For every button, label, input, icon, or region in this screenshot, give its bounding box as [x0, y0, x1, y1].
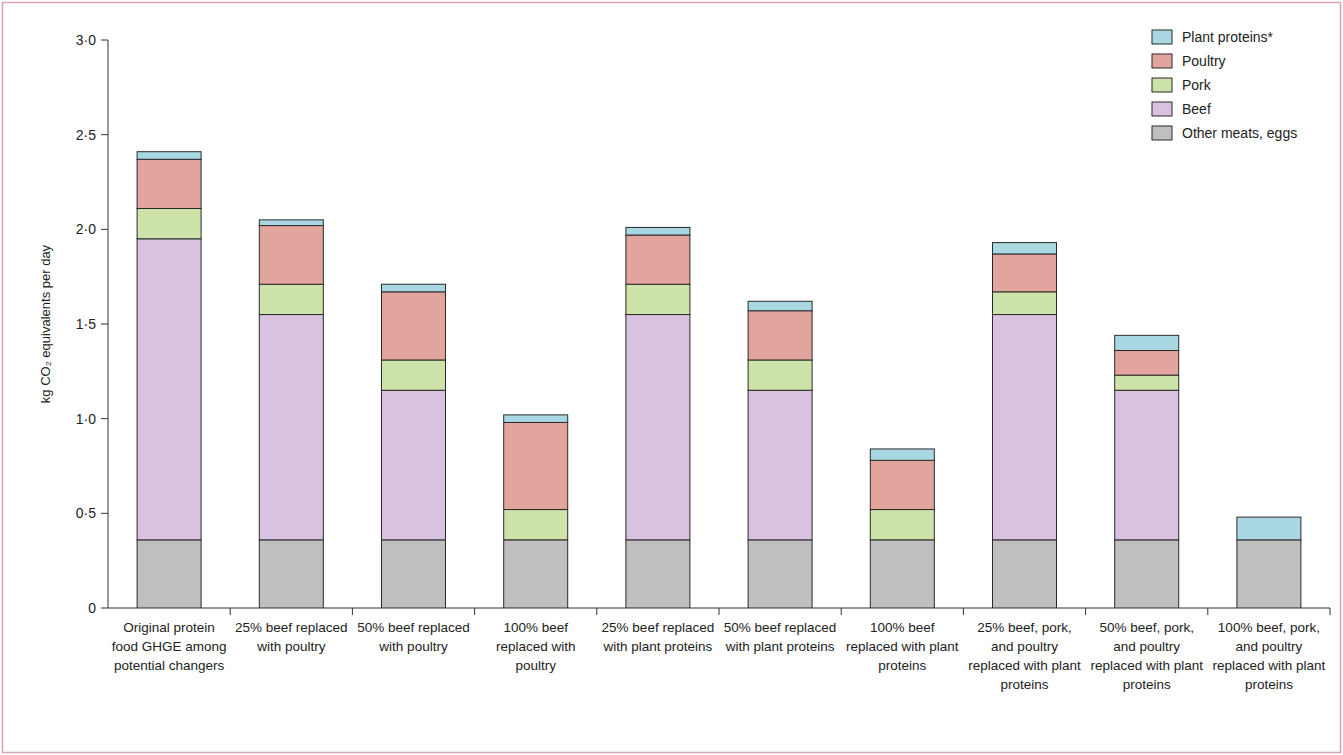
bar-segment [137, 540, 201, 608]
legend-label: Plant proteins* [1182, 29, 1274, 45]
x-separator [230, 608, 231, 615]
y-tick-label: 0·5 [76, 505, 96, 521]
y-tick-label: 1·5 [76, 316, 96, 332]
y-tick [101, 134, 108, 135]
legend-swatch [1152, 126, 1172, 140]
bar-segment [382, 390, 446, 540]
y-tick-label: 2·0 [76, 221, 96, 237]
bar-segment [748, 311, 812, 360]
bar-segment [870, 460, 934, 509]
bar-segment [626, 540, 690, 608]
x-tick-label: 25% beef replacedwith poultry [235, 620, 348, 654]
bar-segment [382, 284, 446, 292]
x-separator [841, 608, 842, 615]
bar-segment [504, 510, 568, 540]
y-tick [101, 513, 108, 514]
y-tick [101, 40, 108, 41]
y-tick [101, 324, 108, 325]
bar-segment [748, 540, 812, 608]
legend: Plant proteins* Poultry Pork Beef Other meat… [1152, 29, 1297, 141]
bar-segment [259, 220, 323, 226]
x-tick-label: 50% beef replacedwith poultry [357, 620, 470, 654]
bar-segment [626, 227, 690, 235]
bars [137, 152, 1301, 608]
legend-label: Other meats, eggs [1182, 125, 1297, 141]
x-separator [474, 608, 475, 615]
bar-segment [626, 235, 690, 284]
bar-segment [1115, 335, 1179, 350]
legend-label: Pork [1182, 77, 1212, 93]
x-separator [1207, 608, 1208, 615]
bar-segment [993, 540, 1057, 608]
bar-segment [1237, 517, 1301, 540]
bar-segment [259, 226, 323, 285]
bar-segment [748, 390, 812, 540]
x-separator [719, 608, 720, 615]
legend-swatch [1152, 30, 1172, 44]
bar-segment [137, 239, 201, 540]
bar-segment [993, 315, 1057, 540]
bar-segment [870, 510, 934, 540]
bar-segment [259, 315, 323, 540]
bar-segment [993, 254, 1057, 292]
chart: 0 0·5 1·0 1·5 2·0 2·5 3·0 kg CO₂ equivalents pe… [0, 0, 1343, 755]
x-separator [1085, 608, 1086, 615]
bar-segment [626, 284, 690, 314]
x-tick-label: 50% beef replacedwith plant proteins [724, 620, 837, 654]
bar-segment [748, 360, 812, 390]
legend-swatch [1152, 54, 1172, 68]
x-tick-label: 100% beefreplaced with plantproteins [846, 620, 959, 673]
bar-segment [993, 243, 1057, 254]
bar-segment [504, 540, 568, 608]
x-separator [1330, 608, 1331, 615]
x-tick-label: 50% beef, pork,and poultryreplaced with … [1090, 620, 1203, 692]
x-tick-label: Original proteinfood GHGE amongpotential… [112, 620, 227, 673]
y-tick-label: 3·0 [76, 32, 96, 48]
x-separator [963, 608, 964, 615]
bar-segment [1115, 375, 1179, 390]
y-tick-label: 1·0 [76, 411, 96, 427]
bar-segment [870, 540, 934, 608]
y-tick-label: 0 [88, 600, 96, 616]
bar-segment [137, 209, 201, 239]
y-tick [101, 418, 108, 419]
bar-segment [1237, 540, 1301, 608]
bar-segment [382, 360, 446, 390]
y-tick [101, 229, 108, 230]
bar-segment [870, 449, 934, 460]
x-tick-label: 25% beef, pork,and poultryreplaced with … [968, 620, 1081, 692]
bar-segment [504, 422, 568, 509]
figure-frame [3, 3, 1341, 753]
y-tick-label: 2·5 [76, 127, 96, 143]
x-tick-label: 100% beef, pork,and poultryreplaced with… [1213, 620, 1326, 692]
legend-label: Poultry [1182, 53, 1226, 69]
bar-segment [504, 415, 568, 423]
bar-segment [259, 284, 323, 314]
bar-segment [382, 540, 446, 608]
bar-segment [382, 292, 446, 360]
y-axis-label: kg CO₂ equivalents per day [38, 244, 53, 403]
x-separator [596, 608, 597, 615]
bar-segment [993, 292, 1057, 315]
x-separator [352, 608, 353, 615]
bar-segment [259, 540, 323, 608]
bar-segment [1115, 390, 1179, 540]
bar-segment [137, 152, 201, 160]
bar-segment [748, 301, 812, 310]
bar-segment [626, 315, 690, 540]
y-tick [101, 608, 108, 609]
bar-segment [1115, 540, 1179, 608]
x-tick-label: 25% beef replacedwith plant proteins [602, 620, 715, 654]
x-tick-label: 100% beefreplaced withpoultry [496, 620, 576, 673]
legend-label: Beef [1182, 101, 1211, 117]
legend-swatch [1152, 78, 1172, 92]
bar-segment [137, 159, 201, 208]
bar-segment [1115, 351, 1179, 376]
legend-swatch [1152, 102, 1172, 116]
